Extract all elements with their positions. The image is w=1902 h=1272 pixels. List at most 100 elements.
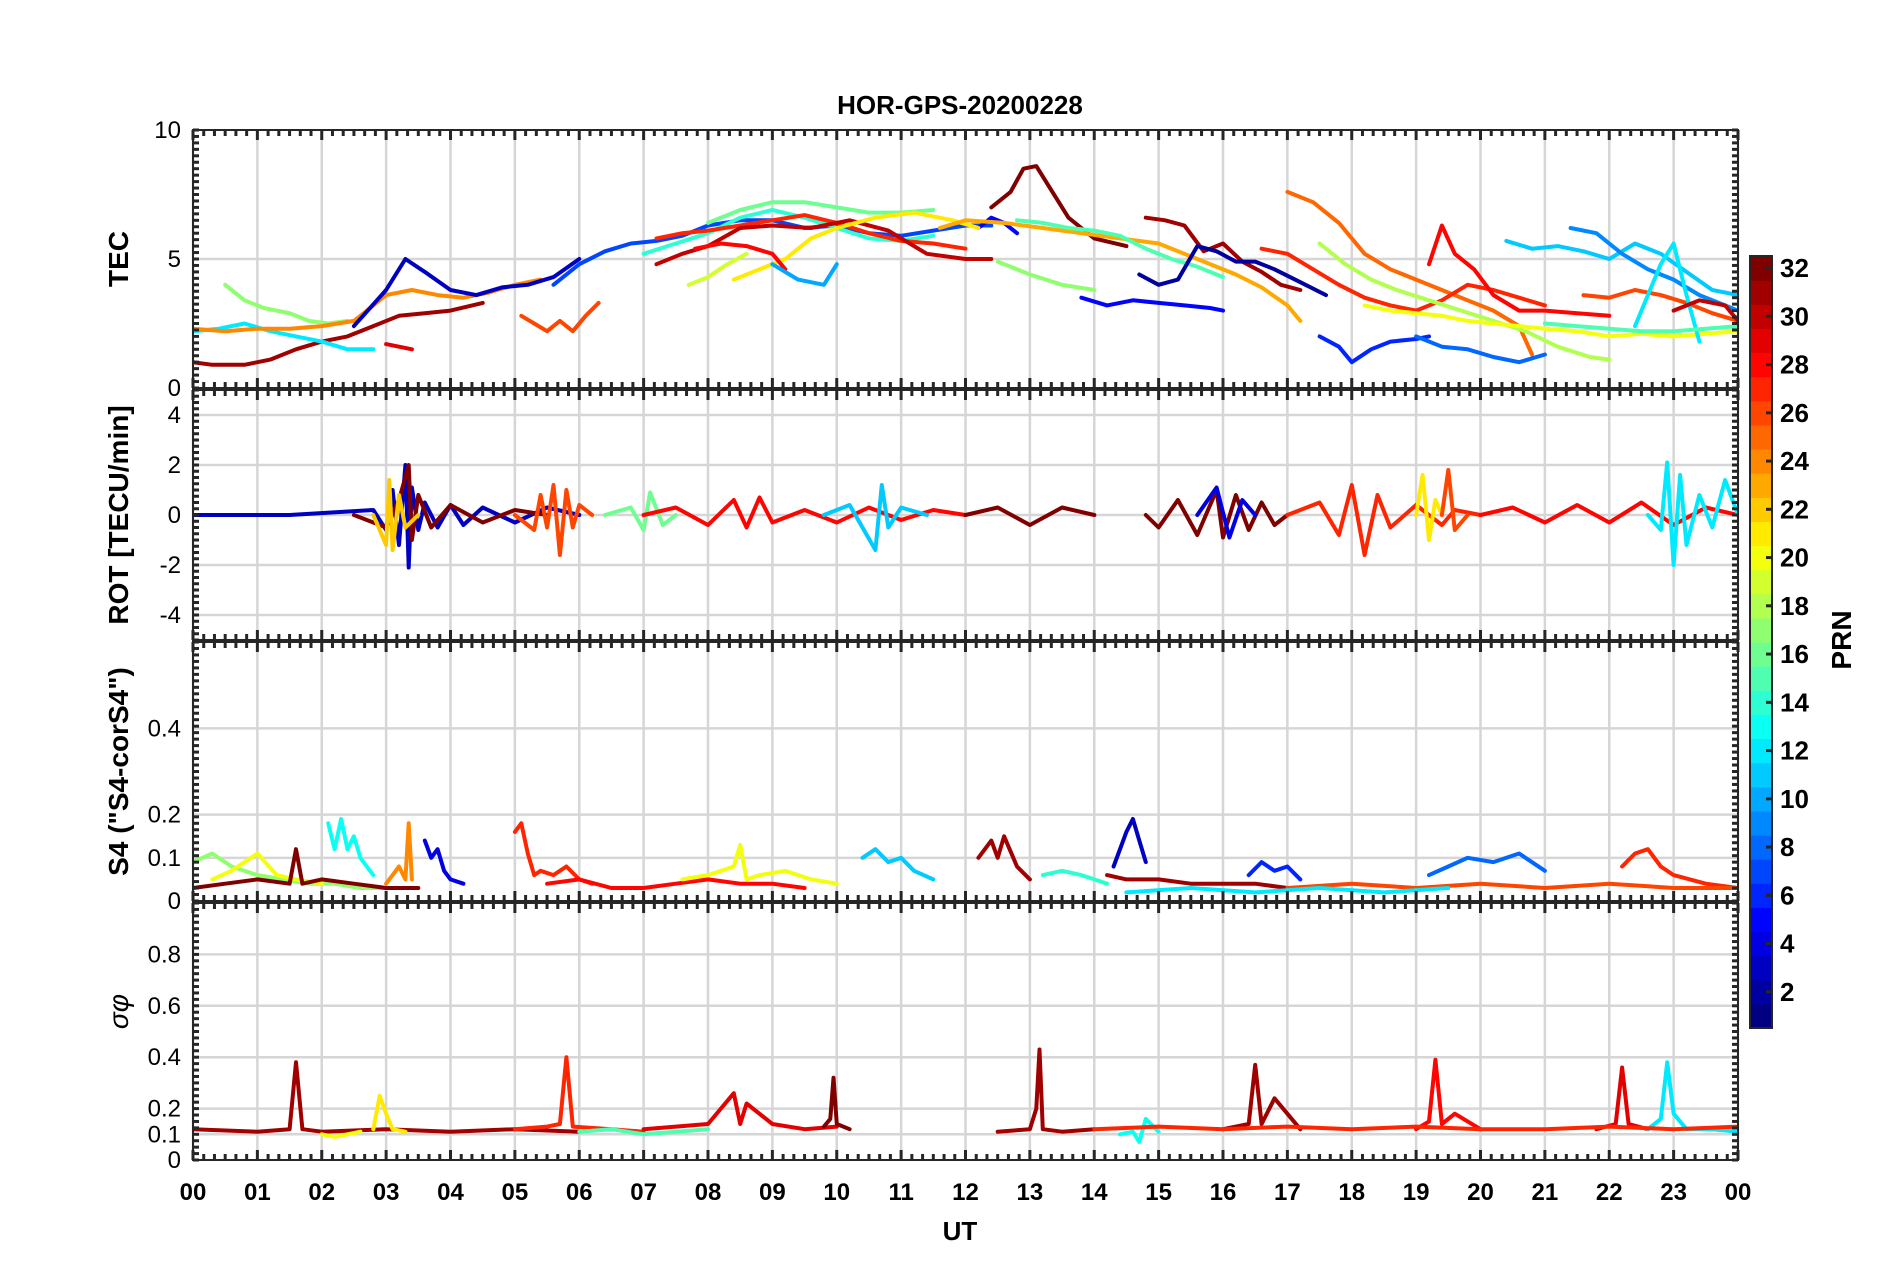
x-tick-label: 09: [759, 1179, 786, 1206]
prn-trace: [1542, 321, 1738, 334]
prn-trace: [995, 259, 1097, 292]
prn-trace: [519, 300, 601, 334]
y-tick-label: 4: [168, 402, 181, 429]
prn-trace: [976, 834, 1032, 882]
colorbar-tick-label: 20: [1780, 543, 1809, 573]
prn-trace: [1092, 1124, 1738, 1132]
colorbar-tick-label: 2: [1780, 977, 1794, 1007]
prn-trace: [1362, 303, 1738, 339]
colorbar-label: PRN: [1826, 610, 1857, 669]
x-tick-label: 00: [180, 1179, 207, 1206]
y-tick-label: -2: [160, 552, 181, 579]
colorbar-tick-label: 10: [1780, 784, 1809, 814]
colorbar-segment: [1750, 473, 1772, 498]
traces-rot: [193, 460, 1738, 570]
prn-trace: [193, 300, 485, 367]
prn-trace: [193, 847, 421, 890]
y-tick-label: 0: [168, 1147, 181, 1174]
colorbar-segment: [1750, 352, 1772, 378]
colorbar-segment: [1750, 1003, 1772, 1029]
colorbar-segment: [1750, 449, 1772, 474]
prn-trace: [422, 838, 466, 886]
x-tick-label: 15: [1145, 1179, 1172, 1206]
prn-trace: [1671, 298, 1738, 323]
prn-trace: [351, 257, 582, 329]
prn-trace: [1414, 334, 1547, 365]
colorbar-segment: [1750, 593, 1772, 619]
colorbar-segment: [1750, 304, 1772, 329]
prn-trace: [577, 1127, 710, 1137]
y-tick-label: 0: [168, 375, 181, 402]
colorbar-tick-label: 30: [1780, 301, 1809, 331]
prn-trace: [680, 842, 839, 886]
x-tick-label: 16: [1210, 1179, 1237, 1206]
colorbar-segment: [1750, 617, 1772, 643]
colorbar-segment: [1750, 907, 1772, 933]
x-tick-label: 11: [888, 1179, 913, 1206]
prn-trace: [1221, 1062, 1303, 1132]
prn-trace: [1259, 246, 1547, 313]
colorbar-segment: [1750, 835, 1772, 860]
prn-trace: [1143, 488, 1290, 540]
prn-trace: [512, 821, 595, 886]
colorbar-tick-label: 32: [1780, 253, 1809, 283]
x-tick-label: 10: [823, 1179, 850, 1206]
colorbar-segment: [1750, 521, 1772, 547]
colorbar-segment: [1750, 256, 1772, 281]
prn-trace: [1439, 468, 1470, 532]
x-tick-label: 19: [1403, 1179, 1430, 1206]
prn-trace: [193, 1060, 582, 1134]
y-axis-label: σφ: [103, 994, 134, 1029]
panel-tec: 0 5 10 TEC: [103, 117, 1740, 402]
prn-trace: [1285, 483, 1483, 557]
y-tick-label: 0.1: [148, 845, 181, 872]
colorbar-tick-label: 8: [1780, 832, 1794, 862]
x-tick-label: 13: [1017, 1179, 1044, 1206]
prn-trace: [1633, 241, 1702, 344]
prn-trace: [193, 321, 376, 352]
colorbar-frame: [1749, 255, 1773, 1029]
x-tick-labels: 00 01 02 03 04 05 06 07 08 09 10 11 12 13 14 15 16 17 18 19…: [180, 1179, 1752, 1206]
colorbar-tick-label: 4: [1780, 929, 1795, 959]
prn-trace: [1285, 881, 1738, 890]
prn-trace: [706, 200, 936, 225]
x-tick-label: 01: [244, 1179, 271, 1206]
prn-trace: [326, 817, 376, 878]
prn-trace: [351, 463, 550, 542]
prn-trace: [641, 495, 968, 530]
prn-trace: [937, 218, 1303, 323]
chart-title: HOR-GPS-20200228: [837, 90, 1083, 120]
y-tick-label: 0: [168, 888, 181, 915]
y-tick-label: 0.8: [148, 941, 181, 968]
prn-trace: [1317, 334, 1431, 365]
prn-trace: [821, 483, 929, 552]
colorbar-tick-label: 12: [1780, 736, 1809, 766]
prn-trace: [1079, 295, 1225, 313]
prn-trace: [963, 505, 1097, 527]
prn-trace: [641, 1091, 839, 1132]
y-tick-label: 10: [154, 117, 181, 144]
colorbar-tick-label: 16: [1780, 639, 1809, 669]
x-tick-label: 04: [437, 1179, 464, 1206]
prn-trace: [686, 251, 749, 287]
colorbar-segment: [1750, 280, 1772, 305]
prn-trace: [384, 821, 414, 886]
x-tick-label: 07: [630, 1179, 657, 1206]
prn-trace: [693, 241, 788, 272]
prn-trace: [1414, 473, 1444, 542]
prn-trace: [512, 483, 595, 557]
colorbar-tick-label: 14: [1780, 687, 1809, 717]
colorbar-segment: [1750, 400, 1772, 426]
x-tick-label: 17: [1274, 1179, 1301, 1206]
prn-trace: [1427, 223, 1612, 318]
y-tick-label: 0.2: [148, 802, 181, 829]
x-tick-label: 18: [1338, 1179, 1365, 1206]
colorbar-segment: [1750, 545, 1772, 571]
colorbar-tick-label: 26: [1780, 398, 1809, 428]
colorbar-segment: [1750, 979, 1772, 1005]
colorbar-segment: [1750, 376, 1772, 402]
prn-trace: [821, 1075, 852, 1132]
x-tick-label: 22: [1596, 1179, 1623, 1206]
prn-trace: [860, 847, 936, 882]
